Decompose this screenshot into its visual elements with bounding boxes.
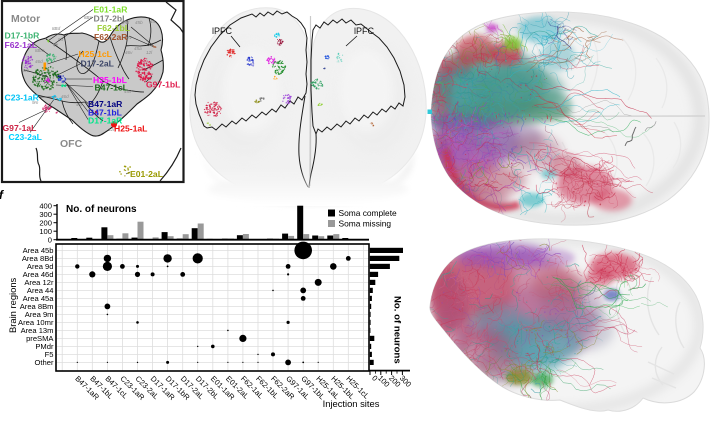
svg-text:400: 400: [39, 201, 52, 210]
svg-text:G97-1bL: G97-1bL: [146, 80, 180, 90]
svg-text:lPFC: lPFC: [212, 26, 233, 36]
svg-text:Soma missing: Soma missing: [339, 219, 392, 229]
svg-text:100: 100: [39, 227, 52, 236]
svg-text:B47-1cL: B47-1cL: [95, 83, 128, 93]
svg-text:H25-1aL: H25-1aL: [114, 124, 147, 134]
svg-text:No. of neurons: No. of neurons: [66, 204, 137, 215]
svg-text:8Bd: 8Bd: [52, 26, 61, 31]
svg-text:45a: 45a: [134, 46, 142, 51]
svg-text:46v: 46v: [125, 50, 133, 55]
svg-text:Brain regions: Brain regions: [7, 277, 18, 333]
svg-text:9m: 9m: [23, 68, 30, 73]
svg-text:8Bs: 8Bs: [84, 15, 93, 20]
svg-text:F62-1aL: F62-1aL: [5, 40, 37, 50]
svg-text:C23-1aR: C23-1aR: [5, 93, 40, 103]
svg-text:44: 44: [150, 19, 156, 24]
svg-text:E01-2aL: E01-2aL: [130, 169, 163, 179]
svg-text:300: 300: [39, 210, 52, 219]
svg-text:46l: 46l: [76, 102, 83, 107]
svg-text:F62-2aR: F62-2aR: [94, 32, 128, 42]
svg-text:Injection sites: Injection sites: [323, 398, 380, 409]
svg-text:Other: Other: [35, 358, 54, 367]
svg-text:No. of neurons: No. of neurons: [392, 296, 403, 364]
svg-text:C23-2aL: C23-2aL: [9, 132, 42, 142]
svg-text:lPFC: lPFC: [354, 26, 375, 36]
svg-text:OFC: OFC: [60, 138, 83, 150]
svg-text:46d: 46d: [35, 59, 43, 64]
svg-text:D17-1bR: D17-1bR: [5, 31, 41, 41]
svg-text:12l: 12l: [146, 50, 153, 55]
svg-text:Soma complete: Soma complete: [339, 208, 398, 218]
svg-text:200: 200: [39, 218, 52, 227]
svg-text:D17-2aL: D17-2aL: [81, 59, 114, 69]
svg-text:46d: 46d: [61, 94, 69, 99]
svg-text:H25-1cL: H25-1cL: [79, 49, 112, 59]
svg-text:D17-2bL: D17-2bL: [94, 14, 128, 24]
svg-text:0: 0: [48, 235, 52, 244]
svg-text:Motor: Motor: [11, 13, 40, 25]
svg-text:45b: 45b: [135, 20, 143, 25]
